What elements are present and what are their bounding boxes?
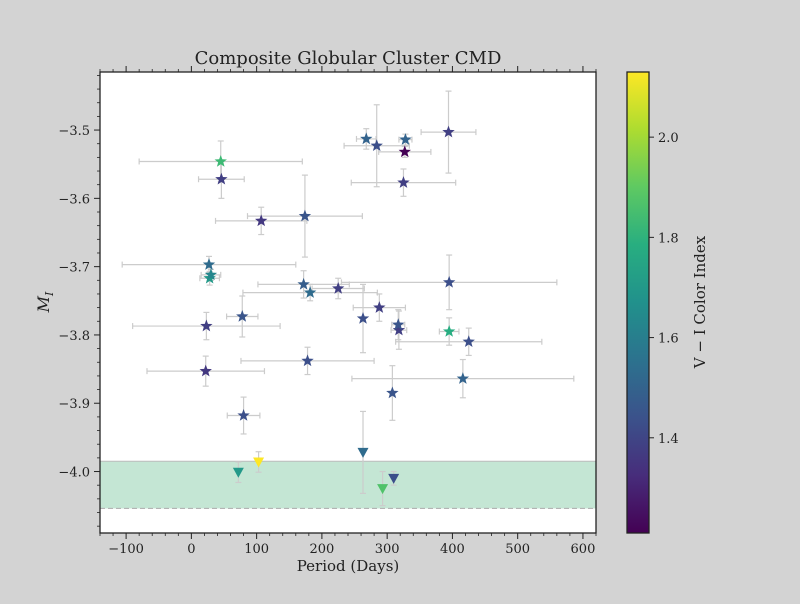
y-tick-label-1: −3.9 — [58, 397, 90, 412]
x-tick-label-6: 500 — [505, 542, 530, 557]
colorbar-label: V − I Color Index — [691, 235, 709, 369]
plot-area-background — [100, 72, 596, 533]
star-point-19 — [202, 258, 216, 270]
star-point-20 — [255, 214, 268, 227]
star-point-27 — [360, 132, 373, 145]
x-tick-label-3: 200 — [309, 542, 334, 557]
x-tick-label-7: 600 — [571, 542, 596, 557]
x-tick-label-1: 0 — [187, 542, 195, 557]
star-point-13 — [303, 286, 317, 298]
star-point-18 — [204, 268, 218, 281]
y-tick-label-0: −4.0 — [58, 466, 90, 481]
axes-layer: −100 0 100 200 300 400 500 600 −4.0 −3.9 −3.8 −3.7 −… — [58, 66, 597, 557]
y-tick-label-3: −3.7 — [58, 261, 90, 276]
y-tick-label-4: −3.6 — [58, 192, 90, 207]
star-point-26 — [370, 139, 383, 152]
colorbar-gradient — [627, 72, 649, 533]
svg-text:MI: MI — [34, 291, 56, 313]
colorbar-tick-label-0: 1.4 — [658, 432, 679, 447]
colorbar-tick-label-2: 1.8 — [658, 231, 679, 246]
star-point-16 — [442, 275, 456, 288]
y-axis-label-sub: I — [43, 291, 56, 297]
star-point-23 — [397, 176, 410, 188]
triangle-point-2 — [377, 484, 389, 495]
star-point-7 — [392, 323, 406, 336]
star-point-24 — [214, 154, 227, 167]
triangle-point-1 — [253, 457, 265, 468]
x-tick-label-0: −100 — [108, 542, 144, 557]
star-point-1 — [199, 364, 212, 377]
star-point-5 — [462, 335, 475, 348]
triangle-point-3 — [388, 473, 400, 484]
colorbar-tick-label-3: 2.0 — [658, 131, 679, 146]
chart-title: Composite Globular Cluster CMD — [195, 48, 502, 69]
star-point-21 — [298, 209, 312, 222]
x-tick-label-2: 100 — [244, 542, 269, 557]
star-point-4 — [456, 372, 470, 384]
highlight-band — [100, 461, 596, 509]
star-point-12 — [373, 301, 386, 313]
star-point-14 — [332, 282, 345, 294]
star-point-2 — [301, 354, 314, 367]
x-tick-label-5: 400 — [440, 542, 465, 557]
star-point-9 — [200, 319, 213, 332]
triangle-point-4 — [357, 447, 369, 458]
star-point-22 — [215, 172, 228, 185]
band-layer — [100, 460, 596, 509]
star-point-3 — [386, 386, 399, 399]
star-point-8 — [392, 318, 405, 330]
star-point-28 — [399, 133, 412, 145]
colorbar-frame — [626, 71, 650, 534]
star-point-6 — [442, 325, 456, 337]
y-tick-label-5: −3.5 — [58, 124, 90, 139]
star-point-10 — [356, 312, 370, 324]
x-axis-label: Period (Days) — [297, 557, 400, 575]
y-tick-label-2: −3.8 — [58, 329, 90, 344]
star-point-15 — [297, 277, 310, 290]
y-axis-label-main: M — [34, 295, 53, 313]
star-point-11 — [236, 310, 249, 322]
colorbar-ticks: 1.4 1.6 1.8 2.0 — [649, 131, 679, 447]
star-point-29 — [442, 125, 455, 138]
x-tick-label-4: 300 — [375, 542, 400, 557]
marker-layer — [199, 125, 475, 495]
colorbar-tick-label-1: 1.6 — [658, 332, 679, 347]
star-point-0 — [237, 409, 250, 421]
y-axis-label: MI — [34, 291, 56, 313]
triangle-point-0 — [232, 467, 244, 478]
star-point-25 — [398, 145, 411, 158]
